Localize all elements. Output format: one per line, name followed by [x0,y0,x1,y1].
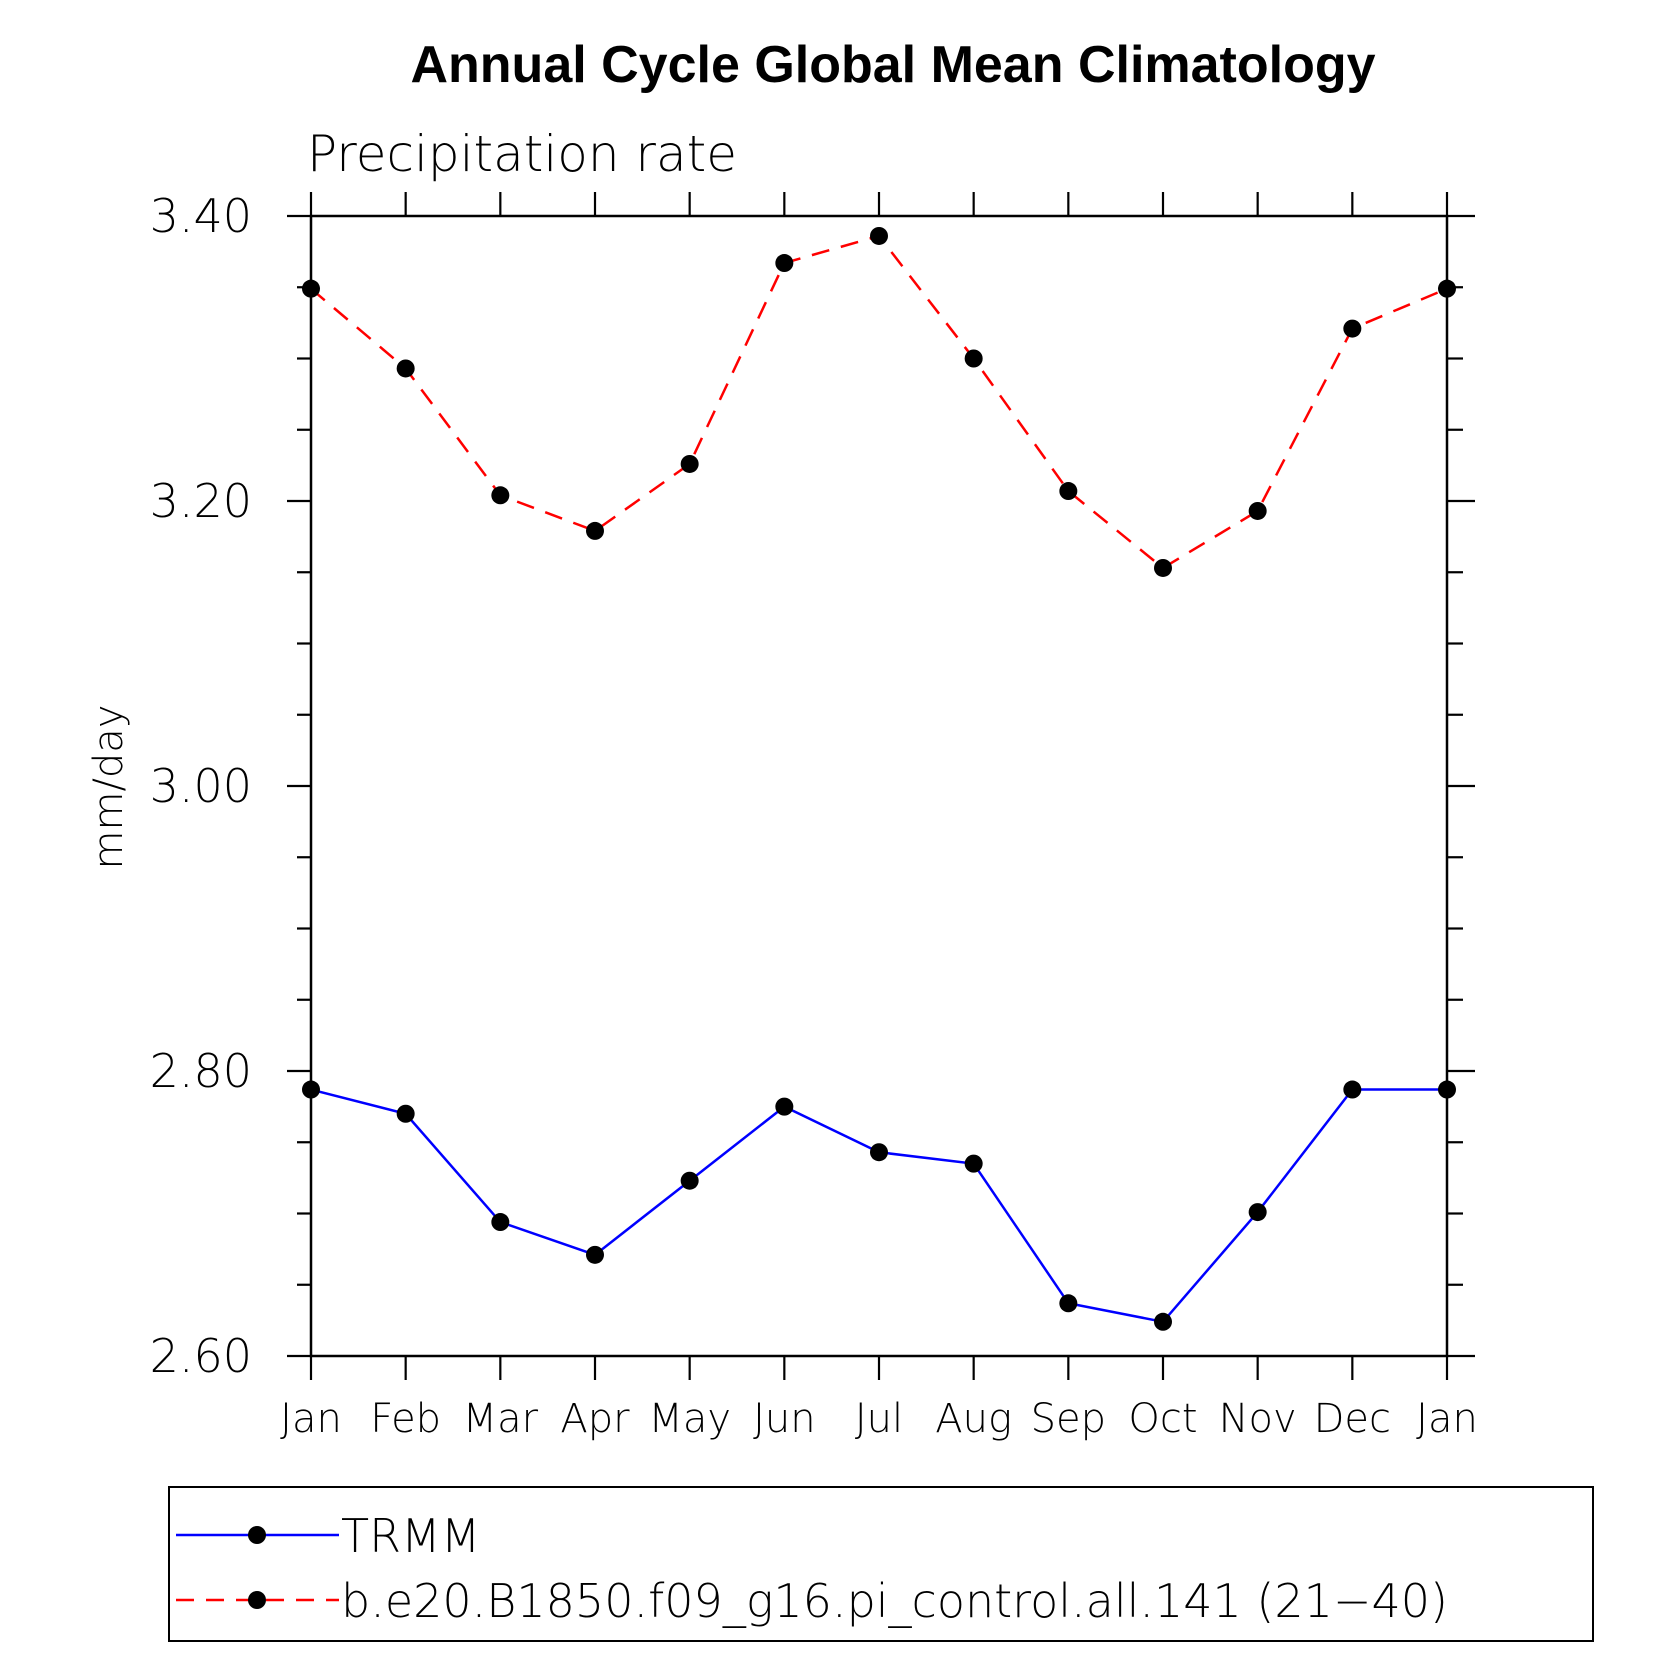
y-tick-labels: 2.60 2.80 3.00 3.20 3.40 [150,189,252,1383]
x-tick-label: Jul [855,1396,903,1442]
chart-title: Annual Cycle Global Mean Climatology [410,36,1375,94]
data-point [870,226,888,245]
data-point [1343,1080,1362,1099]
data-point [491,486,510,505]
series-line-1 [310,234,1448,570]
data-point [491,1213,510,1232]
y-tick-label: 2.60 [150,1329,252,1383]
data-point [964,1154,983,1173]
data-point [1438,1080,1456,1099]
data-point [1248,501,1267,520]
x-tick-label: Nov [1219,1396,1297,1442]
data-point [396,1104,415,1123]
x-tick-labels: Jan Feb Mar Apr May Jun Jul Aug Sep Oct Nov Dec Jan [280,1396,1478,1442]
data-point [1154,558,1172,577]
legend-label: b.e20.B1850.f09_g16.pi_control.all.141 (… [341,1574,1448,1628]
axis-ticks [287,192,1475,1380]
legend-marker [248,1526,266,1544]
y-tick-label: 3.40 [150,189,252,243]
data-point [1343,319,1362,338]
legend-label: TRMM [341,1509,480,1563]
data-point [586,1245,604,1264]
data-point [1059,482,1078,501]
legend [168,1486,1594,1642]
y-tick-label: 3.00 [150,759,252,813]
x-tick-label: May [648,1396,731,1442]
x-tick-label: Oct [1128,1396,1197,1442]
data-point [1438,279,1456,298]
y-axis-label: mm/day [86,705,132,870]
x-tick-label: Feb [370,1396,441,1442]
y-tick-label: 3.20 [150,474,252,528]
data-point [396,359,415,378]
data-point [1154,1312,1172,1331]
legend-marker [248,1591,266,1609]
plot-frame [309,214,1449,1358]
data-point [302,1080,320,1099]
x-tick-label: Jun [753,1396,816,1442]
data-point [586,521,604,540]
x-tick-label: Apr [560,1396,630,1442]
x-tick-label: Dec [1314,1396,1391,1442]
chart-subtitle: Precipitation rate [307,125,737,183]
data-point [302,279,320,298]
data-point [1248,1203,1267,1222]
data-point [1059,1294,1078,1313]
y-tick-label: 2.80 [150,1044,252,1098]
data-point [775,1097,794,1116]
x-tick-label: Aug [935,1396,1012,1442]
legend-entries: TRMM b.e20.B1850.f09_g16.pi_control.all.1… [176,1509,1448,1628]
data-point [964,349,983,368]
series-layer [302,226,1456,1331]
series-line-0 [310,1088,1447,1324]
data-point [680,454,699,473]
data-point [870,1143,888,1162]
x-tick-label: Jan [1416,1396,1478,1442]
data-point [775,254,794,273]
data-point [680,1171,699,1190]
x-tick-label: Mar [463,1396,539,1442]
x-tick-label: Jan [280,1396,342,1442]
x-tick-label: Sep [1031,1396,1106,1442]
